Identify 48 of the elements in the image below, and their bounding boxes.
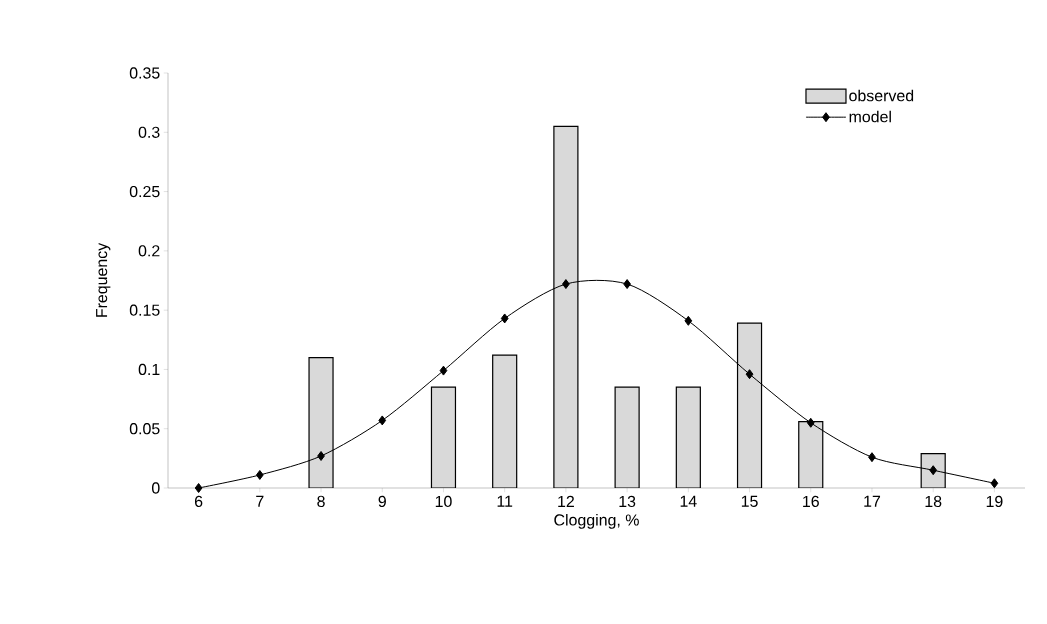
point <box>806 417 815 428</box>
x-tick-label: 15 <box>741 495 758 507</box>
bar <box>614 386 640 488</box>
y-tick-label: 0.3 <box>138 126 160 138</box>
bar <box>675 386 701 488</box>
point <box>194 483 203 493</box>
y-axis-title: Frequency <box>96 242 111 317</box>
y-tick-label: 0 <box>151 482 160 494</box>
x-tick-label: 17 <box>864 495 881 507</box>
y-tick-label: 0.25 <box>129 185 160 198</box>
point <box>745 369 754 380</box>
x-tick-label: 9 <box>378 495 386 508</box>
x-tick-label: 7 <box>256 495 264 507</box>
x-tick-label: 14 <box>680 495 697 507</box>
bar <box>798 421 824 488</box>
point <box>684 315 693 326</box>
x-tick-label: 6 <box>194 495 203 508</box>
x-tick-label: 13 <box>619 495 636 508</box>
bar <box>553 125 579 488</box>
bar <box>492 354 518 488</box>
x-tick-label: 12 <box>558 495 574 507</box>
point <box>623 279 631 290</box>
legend-label: observed <box>849 89 914 102</box>
x-tick-label: 19 <box>986 495 1003 508</box>
bar <box>920 453 946 488</box>
y-tick-label: 0.35 <box>129 67 160 79</box>
bar <box>308 356 334 488</box>
point <box>378 415 387 426</box>
x-axis-title: Clogging, % <box>554 513 639 529</box>
x-tick-label: 8 <box>317 495 325 508</box>
x-tick-label: 18 <box>925 495 942 508</box>
x-tick-label: 11 <box>497 495 513 507</box>
x-tick-label: 10 <box>435 495 452 508</box>
legend-label: model <box>849 110 891 123</box>
y-tick-label: 0.05 <box>129 423 160 435</box>
y-tick-label: 0.1 <box>138 363 160 376</box>
point <box>868 452 876 463</box>
bar <box>430 386 457 488</box>
point <box>500 313 509 324</box>
y-tick-label: 0.2 <box>138 245 160 257</box>
bar <box>736 322 763 488</box>
point <box>990 478 999 489</box>
x-tick-label: 16 <box>803 495 819 508</box>
point <box>317 451 325 461</box>
point <box>439 365 448 376</box>
point <box>562 279 570 290</box>
y-tick-label: 0.15 <box>129 304 160 316</box>
point <box>255 469 264 480</box>
